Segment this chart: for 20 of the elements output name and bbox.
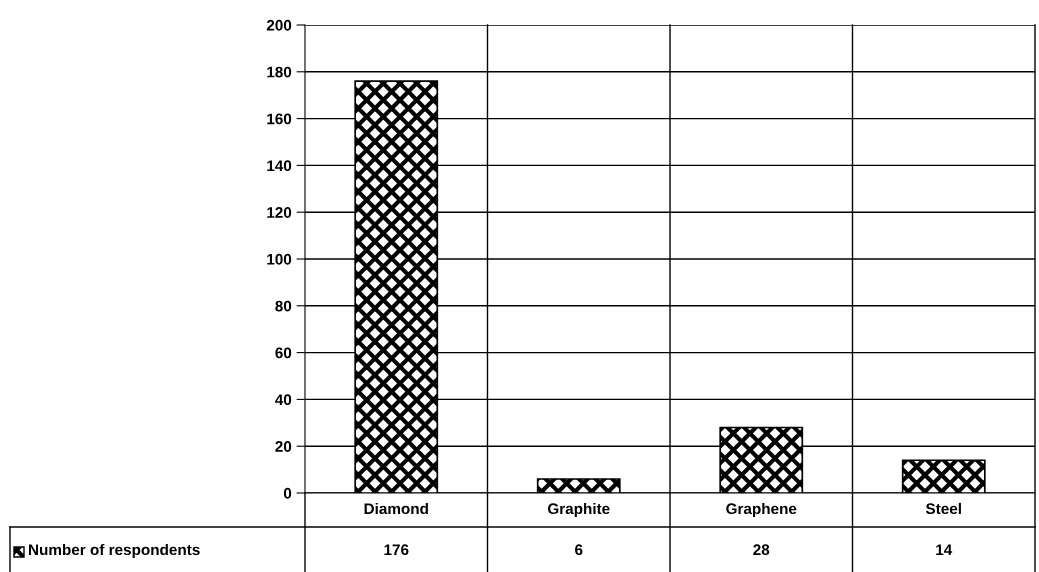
y-tick-label: 0 <box>283 487 292 499</box>
y-tick-label: 180 <box>267 66 292 78</box>
y-tick-label: 200 <box>266 19 292 31</box>
x-tick-label: Graphite <box>547 502 610 518</box>
data-label: 28 <box>753 544 770 556</box>
x-tick-label: Steel <box>925 502 961 515</box>
y-tick-label: 60 <box>275 347 292 359</box>
data-label: 176 <box>384 544 409 556</box>
y-tick-label: 80 <box>275 300 292 312</box>
data-label: 14 <box>936 544 953 555</box>
y-tick-label: 120 <box>267 207 292 218</box>
y-tick-label: 100 <box>267 253 292 265</box>
x-tick-label: Graphene <box>726 502 797 518</box>
y-tick-label: 40 <box>275 394 292 406</box>
data-label: 6 <box>575 544 583 556</box>
x-tick-label: Diamond <box>364 502 428 515</box>
y-tick-label: 140 <box>267 160 292 172</box>
y-tick-label: 160 <box>267 113 292 125</box>
y-tick-label: 20 <box>275 441 292 452</box>
legend-label: Number of respondents <box>29 543 200 559</box>
